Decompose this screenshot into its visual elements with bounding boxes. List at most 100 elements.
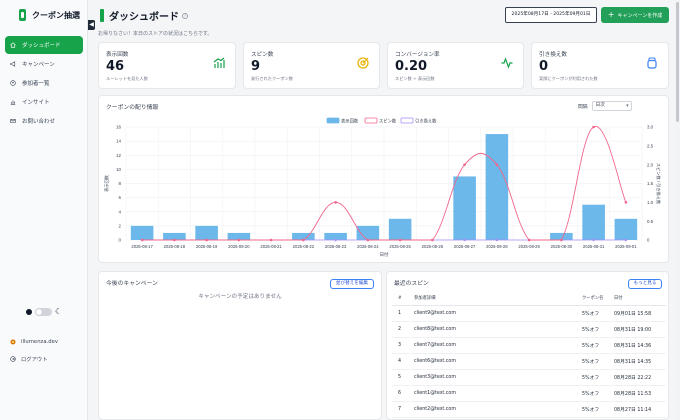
x-tick-label: 2025-08-18 [164, 244, 186, 249]
stat-value: 0.20 [395, 59, 428, 74]
empty-campaigns-message: キャンペーンの予定はありません [198, 294, 282, 300]
spin-point [463, 163, 466, 166]
spin-point [366, 238, 370, 242]
see-more-button[interactable]: もっと見る [628, 279, 662, 289]
table-row[interactable]: 3 client7@test.com 5%オフ 08月31日 14:36 [392, 337, 666, 354]
stat-card-views: 表示回数 46 ルーレットを見た人数 [98, 42, 236, 89]
participant-email: client8@test.com [414, 321, 582, 338]
interval-label: 間隔 [578, 104, 588, 110]
row-index: 3 [392, 337, 414, 354]
redemption-point [463, 238, 466, 242]
column-header: # [392, 292, 414, 306]
bar [195, 225, 218, 240]
bar [614, 218, 638, 240]
page-scrollbar[interactable] [675, 0, 680, 420]
sidebar-item-label: ダッシュボード [22, 43, 61, 49]
collapse-sidebar-button[interactable]: ◀ [88, 20, 95, 30]
table-row[interactable]: 1 client9@test.com 5%オフ 09月01日 15:58 [392, 305, 666, 322]
jar-icon [647, 57, 657, 69]
sidebar-item-dashboard[interactable]: ダッシュボード [5, 36, 83, 54]
stat-label: コンバージョン率 [395, 52, 440, 58]
coupon-name: 5%オフ [582, 353, 614, 370]
recent-spins-table: # 参加者詳細 クーポン名 日付 1 client9@test.com 5%オフ 09… [392, 292, 666, 418]
sidebar-item-campaign[interactable]: キャンペーン [5, 55, 83, 73]
stat-label: スピン数 [251, 52, 274, 58]
sun-icon [26, 309, 32, 315]
brand[interactable]: クーポン抽選 [19, 9, 80, 21]
legend-swatch [326, 117, 340, 124]
legend-label: 表示回数 [341, 117, 359, 124]
help-icon[interactable]: ? [182, 12, 188, 19]
stat-card-spins: スピン数 9 発行されたクーポン数 [243, 42, 380, 89]
table-row[interactable]: 2 client8@test.com 5%オフ 08月31日 19:00 [392, 321, 666, 338]
spin-date: 08月28日 22:22 [614, 369, 666, 386]
coupon-name: 5%オフ [582, 337, 614, 354]
stat-subtext: 実際にクーポンが利用された数 [539, 76, 598, 81]
date-range-picker[interactable]: 2025年08月17日 - 2025年09月01日 [505, 7, 597, 23]
account-item[interactable]: illumenza.dev [10, 333, 58, 350]
x-tick-label: 2025-08-31 [583, 244, 605, 249]
spin-point [237, 238, 241, 242]
spin-date: 08月31日 14:35 [614, 353, 666, 370]
logout-button[interactable]: ログアウト [10, 350, 58, 367]
sidebar-item-insight[interactable]: インサイト [5, 93, 83, 111]
y-tick-label: 6 [119, 195, 122, 200]
table-row[interactable]: 5 client3@test.com 5%オフ 08月28日 22:22 [392, 369, 666, 386]
y2-tick-label: 2.5 [647, 143, 654, 148]
spin-point [527, 238, 531, 242]
table-row[interactable]: 4 client6@test.com 5%オフ 08月31日 14:35 [392, 353, 666, 370]
edit-order-button[interactable]: 並び替えを編集 [330, 279, 374, 289]
redemption-point [334, 238, 337, 242]
x-tick-label: 2025-08-29 [518, 244, 540, 249]
bar [485, 134, 509, 240]
users-icon [10, 80, 16, 86]
interval-select[interactable]: 日次 [591, 101, 632, 111]
spin-date: 08月31日 19:00 [614, 321, 666, 338]
create-campaign-button[interactable]: + キャンペーンを作成 [601, 7, 669, 23]
bar-growth-icon [213, 57, 225, 68]
spin-point [173, 238, 176, 242]
chart-icon [10, 100, 16, 105]
plus-icon: + [607, 10, 615, 19]
spin-point [302, 238, 305, 242]
stat-value: 46 [106, 59, 125, 74]
row-index: 6 [392, 385, 414, 402]
upcoming-title: 今後のキャンペーン [106, 281, 158, 287]
bar [550, 232, 573, 240]
stat-subtext: スピン数 ÷ 表示回数 [395, 76, 435, 81]
legend-label: 引き換え数 [415, 117, 437, 124]
y-tick-label: 12 [116, 153, 121, 158]
theme-switch[interactable]: ☾ [26, 308, 62, 316]
app-name: クーポン抽選 [32, 10, 80, 20]
redemption-point [592, 238, 595, 242]
sidebar-nav: ダッシュボード キャンペーン 参加者一覧 インサイト お問い合わせ [5, 36, 83, 131]
sidebar-item-participants[interactable]: 参加者一覧 [5, 74, 83, 92]
scrollbar-thumb[interactable] [676, 2, 679, 122]
table-header-row: # 参加者詳細 クーポン名 日付 [392, 292, 666, 306]
x-tick-label: 2025-08-25 [389, 244, 411, 249]
x-tick-label: 2025-08-21 [260, 244, 282, 249]
sidebar: クーポン抽選 ダッシュボード キャンペーン 参加者一覧 インサイト お問い合わせ… [0, 0, 88, 420]
row-index: 2 [392, 321, 414, 338]
theme-toggle[interactable] [35, 308, 52, 316]
table-row[interactable]: 6 client1@test.com 5%オフ 08月28日 11:53 [392, 385, 666, 402]
x-tick-label: 2025-09-01 [615, 244, 637, 249]
pulse-icon [501, 57, 513, 69]
table-row[interactable]: 7 client2@test.com 5%オフ 08月27日 11:14 [392, 401, 666, 418]
y-tick-label: 14 [116, 139, 121, 144]
sidebar-item-contact[interactable]: お問い合わせ [5, 112, 83, 130]
mail-icon [10, 118, 16, 124]
participant-email: client1@test.com [414, 385, 582, 402]
coupon-name: 5%オフ [582, 401, 614, 418]
coupon-name: 5%オフ [582, 385, 614, 402]
stat-value: 9 [251, 59, 261, 74]
x-tick-label: 2025-08-24 [357, 244, 379, 249]
participant-email: client9@test.com [414, 305, 582, 322]
recent-title: 最近のスピン [394, 281, 429, 287]
x-tick-label: 2025-08-17 [131, 244, 153, 249]
bar [324, 232, 347, 240]
y2-tick-label: 0 [647, 238, 650, 243]
spin-date: 08月27日 11:14 [614, 401, 666, 418]
brand-logo-icon [19, 9, 26, 21]
